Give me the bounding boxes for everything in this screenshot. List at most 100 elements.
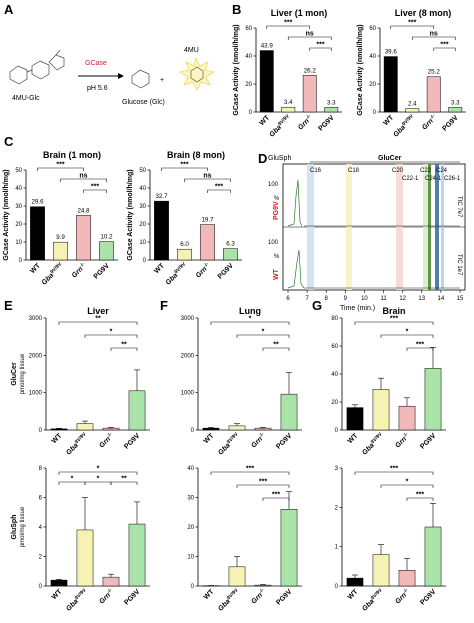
significance-label: *	[110, 329, 113, 336]
substrate-label: 4MU-Glc	[12, 95, 40, 102]
bar-grn	[398, 405, 416, 431]
y-tick-label: 1	[335, 545, 339, 551]
y-tick-label: 3000	[181, 316, 195, 322]
fluorescent-burst-icon	[178, 56, 216, 91]
y-axis-label: GCase Activity (nmol/h/mg)	[127, 169, 134, 260]
panel-letter-c: C	[4, 134, 14, 149]
bar-pg9v	[324, 107, 339, 113]
chart-title: Liver	[87, 306, 109, 316]
peak-band-c24-1	[428, 164, 431, 290]
significance-label: ***	[91, 184, 99, 191]
bar-gba	[76, 423, 94, 431]
y-tick-label: 6	[39, 496, 43, 502]
x-tick-label: WT	[259, 114, 272, 127]
x-tick-label: WT	[29, 262, 42, 275]
x-tick-label: Gba9V/9V	[267, 113, 293, 139]
y-tick-label: 20	[369, 82, 376, 88]
y-tick-label: 60	[369, 26, 376, 32]
chart-title: Brain (8 mon)	[167, 150, 225, 160]
significance-label: ***	[390, 316, 398, 323]
x-tick-label: Grn-/-	[249, 587, 267, 605]
peak-band-c20	[396, 164, 403, 290]
significance-bracket	[110, 481, 138, 485]
y-tick-label: 1000	[29, 391, 43, 397]
y-tick-label: 3	[335, 466, 339, 472]
significance-bracket	[433, 47, 456, 51]
bar-pg9v	[223, 248, 238, 261]
bar-grn	[76, 215, 91, 261]
time-tick-label: 10	[361, 296, 368, 302]
glusph-trace-wt	[287, 249, 305, 289]
x-tick-label: Grn-/-	[296, 113, 314, 131]
bar-wt	[50, 579, 68, 587]
y-tick-label: 10	[15, 240, 22, 246]
value-label: 43.9	[261, 43, 274, 50]
x-tick-label: Grn-/-	[249, 431, 267, 449]
value-label: 29.6	[31, 199, 44, 206]
y-tick-label: 80	[331, 316, 338, 322]
significance-label: ***	[180, 162, 188, 169]
glucoside-structure-icon	[9, 49, 65, 85]
y-tick-label: 0	[39, 428, 43, 434]
peak-band-c26-1	[441, 164, 444, 290]
y-tick-label: 30	[15, 204, 22, 210]
y-tick-label: 0	[373, 110, 377, 116]
significance-label: *	[249, 316, 252, 323]
bar-wt	[202, 427, 220, 431]
y-tick-label: 40	[369, 54, 376, 60]
peak-label-c24-1: C24-1	[425, 176, 442, 182]
time-tick-label: 13	[418, 296, 425, 302]
significance-bracket	[84, 334, 138, 338]
significance-bracket	[236, 334, 290, 338]
bar-pg9v	[128, 523, 146, 587]
significance-bracket	[60, 178, 107, 182]
significance-bracket	[58, 471, 138, 475]
x-tick-label: WT	[347, 432, 360, 445]
y-tick-label: 60	[331, 344, 338, 350]
y-axis-label-unit: pmol/mg tissue	[20, 353, 26, 394]
chart-title: Liver (1 mon)	[271, 8, 328, 18]
time-axis-ticks: 6 7 8 9 10 11 12 13 14 15	[286, 290, 464, 302]
y-tick-label: 0	[335, 584, 339, 590]
significance-bracket	[309, 47, 332, 51]
x-tick-label: PG9V	[123, 588, 141, 606]
y-tick-label: 0	[191, 584, 195, 590]
peak-label-c26-1: C26-1	[444, 176, 461, 182]
y-tick-label: 60	[245, 26, 252, 32]
bar-gba	[177, 248, 192, 261]
y-axis-label: GCase Activity (nmol/h/mg)	[357, 24, 364, 115]
x-tick-label: PG9V	[318, 114, 336, 132]
significance-bracket	[210, 471, 290, 475]
bar-gba	[405, 108, 420, 113]
percent-bottom: %	[274, 254, 280, 260]
y-axis-label: GluSph	[11, 515, 18, 540]
y-tick-label: 1000	[181, 391, 195, 397]
x-tick-label: WT	[203, 588, 216, 601]
value-label: 2.4	[408, 101, 417, 108]
time-tick-label: 7	[305, 296, 309, 302]
bar-wt	[346, 577, 364, 587]
bar-gba	[228, 566, 246, 587]
y-tick-label: 0	[39, 584, 43, 590]
x-tick-label: PG9V	[419, 588, 437, 606]
significance-bracket	[262, 497, 290, 501]
time-tick-label: 11	[380, 296, 387, 302]
x-tick-label: PG9V	[275, 588, 293, 606]
value-label: 6.0	[180, 241, 189, 248]
y-tick-label: 0	[191, 428, 195, 434]
y-tick-label: 30	[187, 496, 194, 502]
reaction-arrowhead-icon	[118, 73, 124, 79]
x-tick-label: Grn-/-	[393, 431, 411, 449]
peak-label-c16: C16	[310, 168, 322, 174]
x-tick-label: WT	[203, 432, 216, 445]
bar-grn	[398, 570, 416, 587]
chart-c2: 0 10 20 30 40 50 Brain (8 mon) GCase Activity (…	[127, 150, 242, 287]
y-tick-label: 0	[249, 110, 253, 116]
y-tick-label: 50	[139, 168, 146, 174]
y-axis-label-unit: pmol/mg tissue	[20, 506, 26, 547]
significance-bracket	[411, 36, 456, 40]
bar-wt	[259, 50, 274, 113]
significance-label: ***	[416, 342, 424, 349]
